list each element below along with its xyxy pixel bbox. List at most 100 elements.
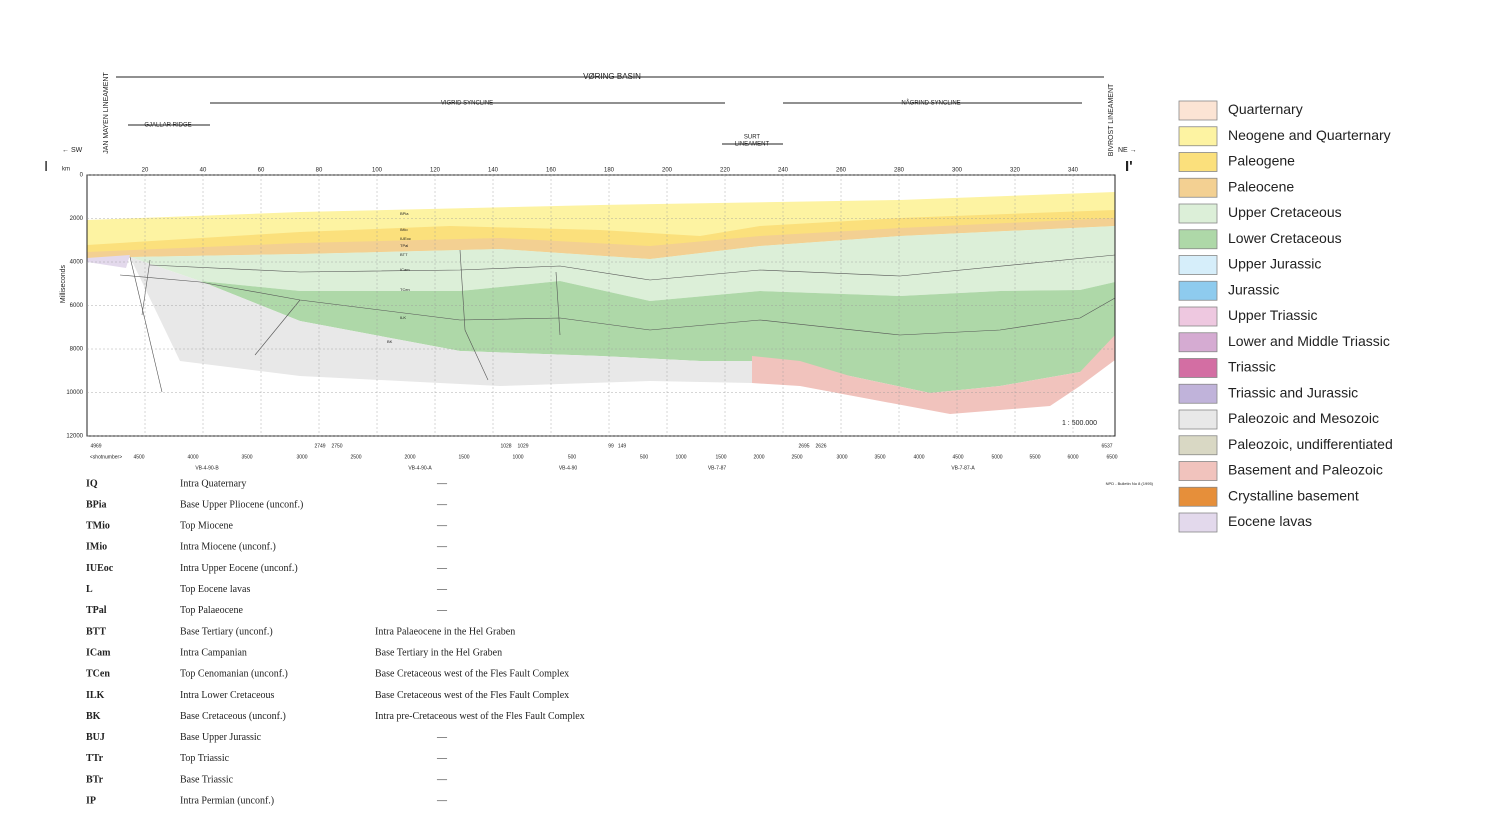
table-cell: TCen xyxy=(86,669,110,680)
seismic-line: VB-4-90-A xyxy=(408,465,432,471)
vigrid-label: VIGRID SYNCLINE xyxy=(441,101,493,107)
table-cell: — xyxy=(436,478,448,489)
shotpoint: 500 xyxy=(568,454,577,460)
legend-label: Triassic xyxy=(1228,359,1276,375)
fault xyxy=(555,271,561,336)
table-cell: — xyxy=(436,584,448,595)
table-cell: Base Cretaceous (unconf.) xyxy=(180,711,286,722)
legend-swatch xyxy=(1178,126,1218,147)
shotpoint: 2500 xyxy=(791,454,802,460)
legend-swatch xyxy=(1178,280,1218,301)
legend-swatch xyxy=(1178,306,1218,327)
legend-swatch xyxy=(1178,409,1218,430)
shotpoint: 4500 xyxy=(133,454,144,460)
section-start: I xyxy=(44,158,48,175)
legend-swatch xyxy=(1178,358,1218,378)
table-cell: — xyxy=(436,605,448,616)
km-tick-label: 260 xyxy=(836,168,847,174)
horizon-label: BTT xyxy=(400,252,408,257)
seismic-line: VB-4-90 xyxy=(559,465,578,471)
km-tick-label: 240 xyxy=(778,168,789,174)
fault xyxy=(459,249,489,381)
source-label: NPD - Bulletin No 8 (1995) xyxy=(1106,481,1154,486)
legend-swatch xyxy=(1178,152,1218,172)
legend-label: Triassic and Jurassic xyxy=(1228,384,1358,400)
table-cell: Intra Quaternary xyxy=(180,478,246,489)
sw-label: ← SW xyxy=(62,147,83,154)
table-cell: Intra Upper Eocene (unconf.) xyxy=(180,563,298,574)
section-fills xyxy=(87,192,1116,414)
table-cell: BK xyxy=(86,711,101,722)
seismic-line: VB-7-87-A xyxy=(951,465,975,471)
shotpoint: 5000 xyxy=(991,454,1002,460)
table-cell: BPia xyxy=(86,499,107,510)
table-cell: — xyxy=(436,753,448,764)
shotpoint: 3500 xyxy=(874,454,885,460)
legend-label: Paleozoic and Mesozoic xyxy=(1228,410,1379,426)
shotpoint: 3500 xyxy=(241,454,252,460)
legend-swatch xyxy=(1178,512,1218,533)
horizon-label: BPia xyxy=(400,211,409,216)
shotpoint: 1500 xyxy=(458,454,469,460)
km-tick-label: 60 xyxy=(258,168,265,174)
shotpoint: 5500 xyxy=(1029,454,1040,460)
legend-label: Jurassic xyxy=(1228,281,1279,297)
horizon-label: TPal xyxy=(400,243,408,248)
table-cell: Top Cenomanian (unconf.) xyxy=(180,669,288,680)
depth-tick-label: 8000 xyxy=(70,347,84,353)
depth-tick-label: 6000 xyxy=(70,303,84,309)
km-tick-label: 280 xyxy=(894,168,905,174)
shotpoint: 99 xyxy=(608,443,614,449)
scale-label: 1 : 500.000 xyxy=(1062,420,1097,427)
legend-swatch xyxy=(1178,461,1218,481)
faults xyxy=(119,249,1116,393)
table-cell: Base Tertiary in the Hel Graben xyxy=(375,647,502,658)
table-cell: Base Upper Jurassic xyxy=(180,732,262,743)
layer-upper-cretaceous xyxy=(130,226,1115,301)
shotpoint: 6537 xyxy=(1101,443,1112,449)
table-cell: — xyxy=(436,796,448,807)
basin-label: VØRING BASIN xyxy=(583,72,641,81)
shotpoint: 149 xyxy=(618,443,627,449)
km-tick-label: 180 xyxy=(604,168,615,174)
legend-swatch xyxy=(1178,435,1218,456)
km-tick-label: 160 xyxy=(546,168,557,174)
surt-label: LINEAMENT xyxy=(735,142,770,148)
legend-label: Upper Cretaceous xyxy=(1228,204,1342,220)
legend-label: Neogene and Quarternary xyxy=(1228,127,1391,143)
bivrost-label: BIVROST LINEAMENT xyxy=(1108,83,1115,156)
ne-label: NE → xyxy=(1118,147,1137,154)
shotpoint: 3000 xyxy=(296,454,307,460)
shotpoint: 6000 xyxy=(1067,454,1078,460)
legend-swatch xyxy=(1178,229,1218,250)
table-cell: IQ xyxy=(86,478,98,489)
shotpoint: 2000 xyxy=(404,454,415,460)
shotpoint: 1000 xyxy=(675,454,686,460)
legend-label: Paleozoic, undifferentiated xyxy=(1228,436,1393,452)
km-tick-label: 80 xyxy=(316,168,323,174)
legend-swatch xyxy=(1178,383,1218,404)
km-tick-label: 220 xyxy=(720,168,731,174)
shotpoint: 2500 xyxy=(350,454,361,460)
nagrind-label: NÅGRIND SYNCLINE xyxy=(901,100,960,107)
table-cell: TMio xyxy=(86,521,110,532)
table-cell: IP xyxy=(86,796,96,807)
depth-tick-label: 4000 xyxy=(70,260,84,266)
layer-basement xyxy=(752,335,1115,414)
legend-swatch xyxy=(1178,255,1218,275)
table-cell: IMio xyxy=(86,542,107,553)
layer-paleozoic-mesozoic xyxy=(130,257,752,386)
table-cell: Top Miocene xyxy=(180,521,233,532)
legend-swatch xyxy=(1178,486,1218,507)
horizon-label: IMio xyxy=(400,227,408,232)
legend-label: Paleocene xyxy=(1228,178,1294,194)
table-cell: — xyxy=(436,521,448,532)
depth-tick-label: 0 xyxy=(80,173,84,179)
legend-label: Crystalline basement xyxy=(1228,487,1359,503)
km-label: km xyxy=(62,167,70,173)
table-cell: — xyxy=(436,499,448,510)
legend-label: Upper Triassic xyxy=(1228,307,1317,323)
seismic-line: VB-4-90-B xyxy=(195,465,219,471)
